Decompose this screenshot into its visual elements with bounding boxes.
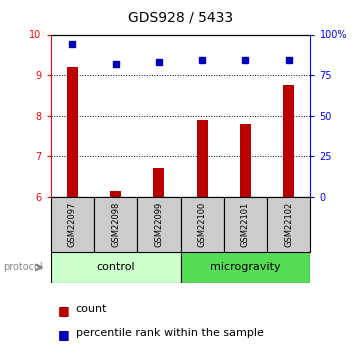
Bar: [283, 85, 294, 197]
Text: control: control: [96, 263, 135, 272]
Bar: [197, 120, 208, 197]
Bar: [67, 67, 78, 197]
Bar: [240, 124, 251, 197]
Text: protocol: protocol: [4, 263, 43, 272]
Bar: [153, 168, 164, 197]
Bar: [180, 197, 224, 252]
Text: ■: ■: [58, 304, 70, 317]
Text: GSM22102: GSM22102: [284, 201, 293, 247]
Bar: [51, 252, 180, 283]
Text: GSM22101: GSM22101: [241, 201, 250, 247]
Text: ■: ■: [58, 328, 70, 341]
Text: percentile rank within the sample: percentile rank within the sample: [76, 328, 264, 338]
Bar: [267, 197, 310, 252]
Text: GSM22098: GSM22098: [111, 201, 120, 247]
Text: microgravity: microgravity: [210, 263, 281, 272]
Bar: [224, 197, 267, 252]
Text: count: count: [76, 304, 107, 314]
Bar: [51, 197, 94, 252]
Text: GSM22100: GSM22100: [198, 201, 206, 247]
Text: GSM22097: GSM22097: [68, 201, 77, 247]
Bar: [110, 190, 121, 197]
Bar: [137, 197, 180, 252]
Bar: [94, 197, 137, 252]
Bar: [180, 252, 310, 283]
Text: GSM22099: GSM22099: [155, 201, 163, 247]
Text: GDS928 / 5433: GDS928 / 5433: [128, 10, 233, 24]
